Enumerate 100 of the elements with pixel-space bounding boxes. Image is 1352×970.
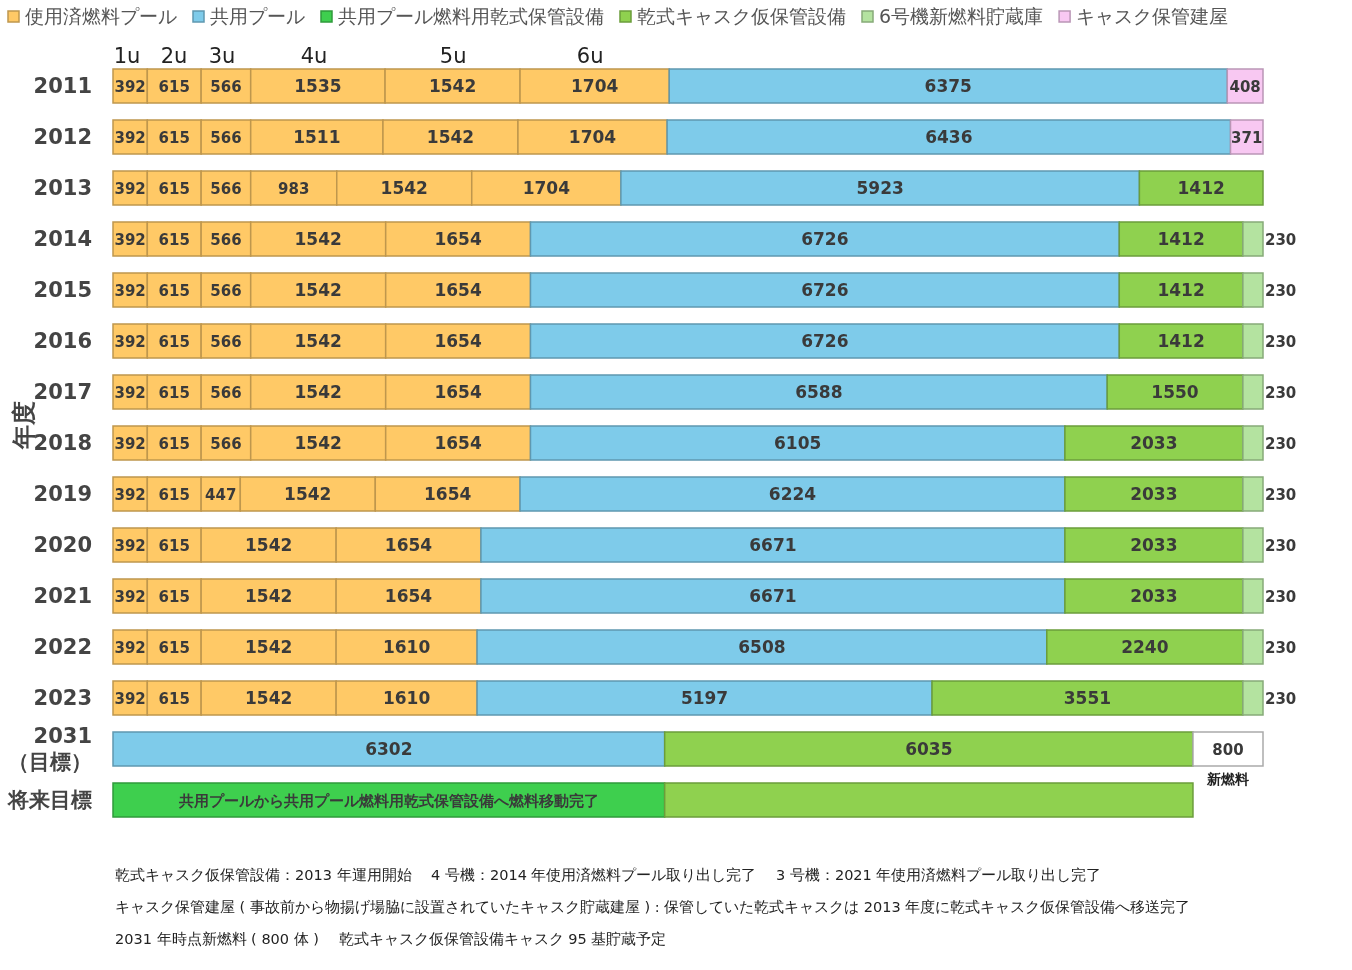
y-tick-label: 2015: [33, 278, 92, 302]
data-label: 1412: [1157, 229, 1205, 249]
data-label: 6726: [801, 331, 849, 351]
data-label: 1412: [1177, 178, 1225, 198]
data-label: 371: [1231, 129, 1263, 147]
data-label: 6508: [738, 637, 786, 657]
y-tick-label: 2020: [33, 533, 92, 557]
data-label: 615: [158, 639, 190, 657]
data-label: 1704: [570, 76, 619, 96]
data-label: 6035: [905, 739, 953, 759]
data-label: 615: [158, 231, 190, 249]
data-label: 6726: [801, 280, 849, 300]
data-label: 230: [1265, 231, 1297, 249]
data-label: 230: [1265, 588, 1297, 606]
data-label: 615: [158, 384, 190, 402]
data-label: 447: [205, 486, 237, 504]
legend-label: 使用済燃料プール: [25, 5, 177, 27]
text: 乾式キャスク仮保管設備：2013 年運用開始 4 号機：2014 年使用済燃料プール取り出し完了 3 号機：2021 年使用済燃料プール取り出し完了: [115, 867, 1102, 883]
text: 2031 年時点新燃料 ( 800 体 ) 乾式キャスク仮保管設備キャスク 95 基貯蔵予定: [115, 931, 667, 947]
data-label: 1542: [380, 178, 428, 198]
data-label: 566: [210, 78, 242, 96]
data-label: 392: [114, 384, 146, 402]
data-label: 230: [1265, 435, 1297, 453]
y-tick-label: 2013: [33, 176, 92, 200]
data-label: 6224: [768, 484, 817, 504]
data-label: 615: [158, 180, 190, 198]
data-label: 2033: [1130, 484, 1178, 504]
data-label: 1542: [284, 484, 332, 504]
data-label: 1542: [244, 535, 293, 555]
data-label: 5923: [856, 178, 904, 198]
data-label: 6671: [749, 535, 797, 555]
data-label: 1535: [294, 76, 342, 96]
data-label: 2033: [1130, 535, 1178, 555]
data-label: 1654: [434, 433, 482, 453]
y-tick-label: 2021: [33, 584, 92, 608]
y-tick-label: 2014: [33, 227, 92, 251]
data-label: 1542: [244, 586, 293, 606]
data-label: 230: [1265, 486, 1297, 504]
data-label: 566: [210, 333, 242, 351]
data-label: 566: [210, 231, 242, 249]
data-label: 1654: [434, 382, 482, 402]
data-label: 1511: [293, 127, 341, 147]
data-label: 392: [114, 639, 146, 657]
data-label: 1704: [522, 178, 571, 198]
data-label: 6302: [365, 739, 413, 759]
y-tick-label: 2023: [33, 686, 92, 710]
data-label: 2033: [1130, 586, 1178, 606]
data-label: 230: [1265, 537, 1297, 555]
legend-label: 共用プール: [210, 5, 305, 27]
data-label: 230: [1265, 333, 1297, 351]
y-tick-label: 2019: [33, 482, 92, 506]
data-label: 1542: [294, 433, 342, 453]
data-label: 566: [210, 180, 242, 198]
data-label: 6726: [801, 229, 849, 249]
data-label: 1542: [294, 331, 342, 351]
data-label: 615: [158, 129, 190, 147]
y-tick-label: 2012: [33, 125, 92, 149]
data-label: 392: [114, 180, 146, 198]
data-label: 392: [114, 129, 146, 147]
data-label: 2033: [1130, 433, 1178, 453]
annotation: 3u: [208, 44, 236, 68]
data-label: 1654: [434, 229, 482, 249]
data-label: 1654: [434, 280, 482, 300]
data-label: 1542: [426, 127, 475, 147]
data-label: 392: [114, 78, 146, 96]
data-label: 392: [114, 537, 146, 555]
data-label: 1654: [384, 586, 433, 606]
data-label: 983: [278, 180, 310, 198]
data-label: 566: [210, 384, 242, 402]
data-label: 392: [114, 435, 146, 453]
data-label: 566: [210, 282, 242, 300]
annotation: 2u: [160, 44, 188, 68]
annotation: 4u: [300, 44, 328, 68]
data-label: 615: [158, 333, 190, 351]
data-label: 392: [114, 588, 146, 606]
data-label: 615: [158, 690, 190, 708]
data-label: 5197: [680, 688, 729, 708]
data-label: 1542: [244, 637, 293, 657]
data-label: 615: [158, 435, 190, 453]
legend-label: 乾式キャスク仮保管設備: [637, 5, 846, 27]
y-tick-label: 2022: [33, 635, 92, 659]
data-label: 392: [114, 231, 146, 249]
data-label: 共用プールから共用プール燃料用乾式保管設備へ燃料移動完了: [177, 792, 599, 810]
data-label: 1542: [244, 688, 293, 708]
data-label: 6588: [795, 382, 843, 402]
data-label: 615: [158, 282, 190, 300]
data-label: 2240: [1121, 637, 1169, 657]
data-label: 1542: [428, 76, 477, 96]
data-label: 1610: [382, 688, 431, 708]
data-label: 566: [210, 435, 242, 453]
annotation: 6u: [576, 44, 604, 68]
annotation: 5u: [439, 44, 467, 68]
data-label: 3551: [1063, 688, 1112, 708]
data-label: 408: [1229, 78, 1261, 96]
data-label: 1412: [1157, 280, 1205, 300]
data-label: 392: [114, 486, 146, 504]
data-label: 1654: [424, 484, 472, 504]
annotation: 1u: [113, 44, 141, 68]
text: キャスク保管建屋 ( 事故前から物揚げ場脇に設置されていたキャスク貯蔵建屋 ) : 保管していた乾式キャスクは 2013 年度に乾式キャスク仮保管設備へ移送完了: [115, 899, 1191, 915]
data-label: 1610: [382, 637, 431, 657]
